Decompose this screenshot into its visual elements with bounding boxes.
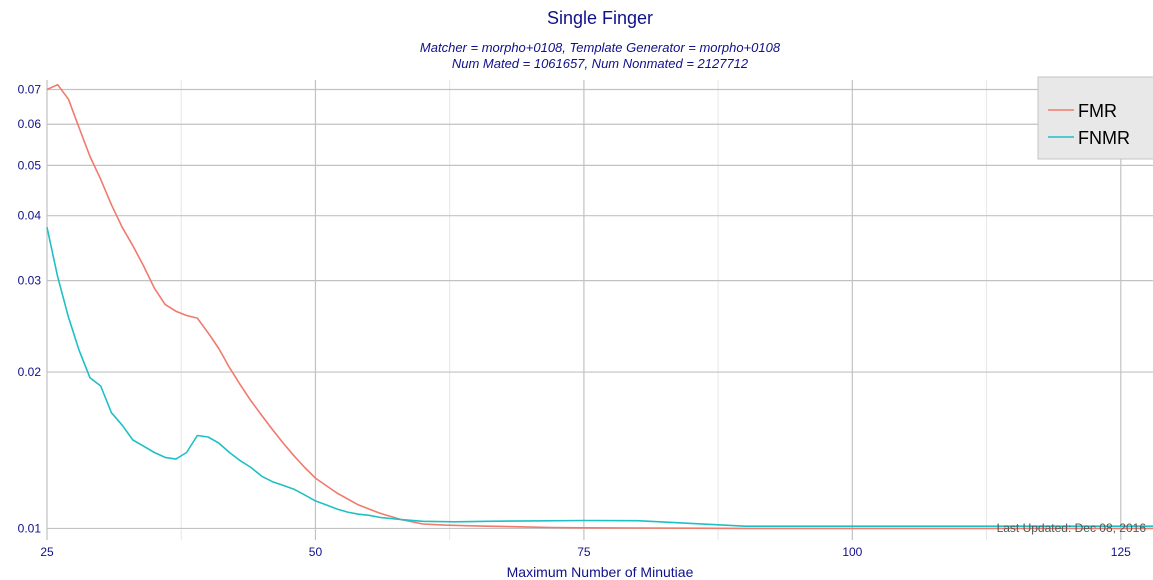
y-tick-label: 0.07	[18, 82, 42, 96]
legend-label-fmr: FMR	[1078, 101, 1117, 121]
y-tick-label: 0.02	[18, 365, 42, 379]
grid-minor	[180, 80, 988, 540]
x-axis-label: Maximum Number of Minutiae	[507, 564, 694, 580]
chart-subtitle-line-2: Num Mated = 1061657, Num Nonmated = 2127…	[452, 56, 749, 71]
y-tick-label: 0.04	[18, 209, 42, 223]
x-tick-label: 125	[1111, 545, 1131, 559]
y-tick-label: 0.03	[18, 274, 42, 288]
chart-title: Single Finger	[547, 8, 653, 28]
y-tick-label: 0.05	[18, 158, 42, 172]
tick-layer: 25 50 75 100 125 0.01 0.02 0.03 0.04 0.05 0.06 0.07	[18, 82, 1131, 559]
last-updated-note: Last Updated: Dec 08, 2016	[997, 521, 1147, 535]
x-tick-label: 50	[309, 545, 323, 559]
x-tick-label: 25	[40, 545, 54, 559]
y-tick-label: 0.06	[18, 117, 42, 131]
series-line-fnmr	[46, 227, 1153, 528]
x-tick-label: 100	[842, 545, 862, 559]
series-layer	[46, 83, 1153, 530]
y-tick-label: 0.01	[18, 521, 42, 535]
legend-label-fnmr: FNMR	[1078, 128, 1130, 148]
series-line-fmr	[46, 83, 1153, 530]
legend-box	[1037, 76, 1153, 160]
legend: FMR FNMR	[1037, 76, 1153, 160]
chart-subtitle-line-1: Matcher = morpho+0108, Template Generato…	[420, 40, 781, 55]
x-tick-label: 75	[577, 545, 591, 559]
